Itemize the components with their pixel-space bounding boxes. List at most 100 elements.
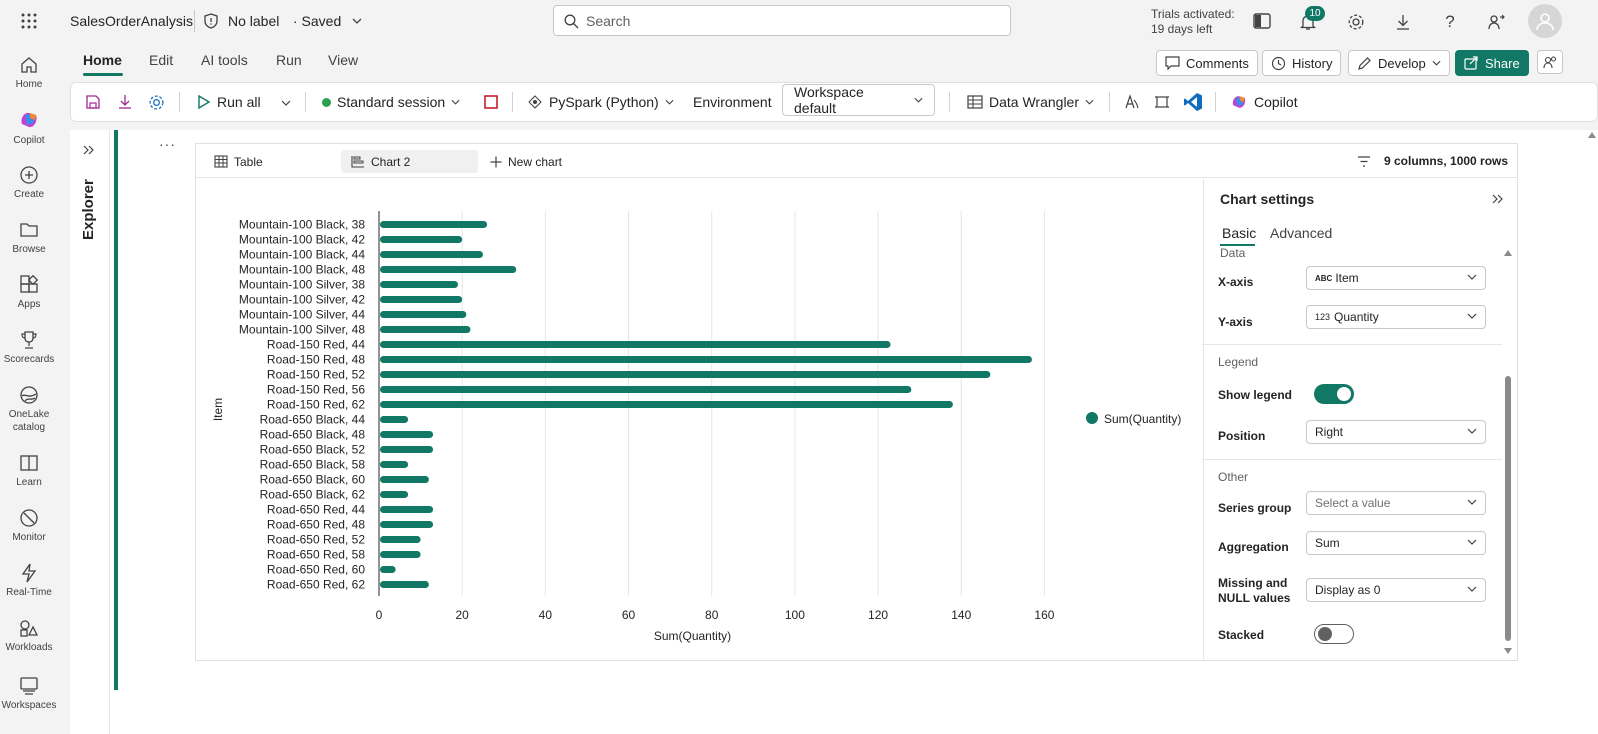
scroll-up-arrow-icon[interactable] <box>1588 132 1596 138</box>
rail-item-browse[interactable]: Browse <box>0 217 58 256</box>
chevron-down-icon <box>1467 499 1477 505</box>
tab-ai-tools[interactable]: AI tools <box>201 52 248 68</box>
bar <box>380 386 912 393</box>
frame-icon[interactable] <box>1152 92 1172 112</box>
save-status[interactable]: · Saved <box>293 13 342 29</box>
x-tick-label: 20 <box>455 608 469 622</box>
history-icon <box>1271 56 1286 71</box>
run-chevron-down-icon[interactable] <box>279 98 293 108</box>
missing-values-select[interactable]: Display as 0 <box>1306 578 1486 602</box>
data-wrangler-button[interactable]: Data Wrangler <box>967 83 1094 121</box>
tab-chart-label: Chart 2 <box>371 154 411 169</box>
scroll-up-arrow-icon[interactable] <box>1504 250 1512 256</box>
copilot-icon <box>0 107 58 133</box>
rail-item-home[interactable]: Home <box>0 52 58 91</box>
rail-item-learn[interactable]: Learn <box>0 450 58 489</box>
section-divider <box>1202 459 1502 460</box>
session-selector[interactable]: Standard session <box>321 83 460 121</box>
download-icon[interactable] <box>1392 11 1414 33</box>
y-tick-label: Road-150 Red, 52 <box>267 368 365 382</box>
x-tick-label: 0 <box>376 608 383 622</box>
share-button[interactable]: Share <box>1455 50 1529 76</box>
copilot-icon <box>1230 93 1248 111</box>
run-all-button[interactable]: Run all <box>197 83 261 121</box>
language-selector[interactable]: PySpark (Python) <box>527 83 674 121</box>
cell-more-menu[interactable]: ··· <box>159 136 176 152</box>
tab-run[interactable]: Run <box>276 52 302 68</box>
chart-area: 0 20 40 60 80 100 120 140 160 Mountain-100 Black,… <box>196 179 1203 660</box>
scroll-down-arrow-icon[interactable] <box>1504 648 1512 654</box>
collapse-chevrons-icon[interactable] <box>1490 192 1506 206</box>
tab-basic[interactable]: Basic <box>1222 225 1257 241</box>
notebook-scrollbar[interactable] <box>1586 130 1598 734</box>
toggle-knob <box>1337 387 1351 401</box>
vscode-icon[interactable] <box>1182 91 1204 113</box>
develop-button[interactable]: Develop <box>1348 50 1450 76</box>
tab-chart[interactable]: Chart 2 <box>341 150 478 173</box>
trial-line-2: 19 days left <box>1151 22 1213 36</box>
ribbon-divider <box>1109 92 1110 112</box>
missing-label-1: Missing and <box>1218 576 1288 590</box>
settings-gear-icon[interactable] <box>146 92 166 112</box>
sensitivity-label[interactable]: No label <box>228 13 280 29</box>
tab-table[interactable]: Table <box>204 150 273 173</box>
rail-item-workloads[interactable]: Workloads <box>0 615 58 654</box>
collaborate-icon[interactable] <box>1537 50 1563 74</box>
comments-button[interactable]: Comments <box>1156 50 1258 76</box>
stacked-toggle[interactable] <box>1314 624 1354 644</box>
rail-item-scorecards[interactable]: Scorecards <box>0 327 58 366</box>
search-input[interactable]: Search <box>586 13 631 29</box>
scroll-thumb[interactable] <box>1505 376 1511 641</box>
rail-label: Learn <box>16 477 42 488</box>
x-tick-label: 60 <box>622 608 636 622</box>
notebook-title[interactable]: SalesOrderAnalysis <box>70 13 193 29</box>
bar <box>380 281 459 288</box>
aggregation-select[interactable]: Sum <box>1306 531 1486 555</box>
sidepane-icon[interactable] <box>1251 11 1273 31</box>
explorer-label[interactable]: Explorer <box>80 179 97 240</box>
rail-item-apps[interactable]: Apps <box>0 272 58 311</box>
y-tick-label: Road-150 Red, 48 <box>267 353 365 367</box>
bar <box>380 371 991 378</box>
stop-session-icon[interactable] <box>483 94 499 110</box>
x-tick-label: 100 <box>785 608 805 622</box>
tab-edit[interactable]: Edit <box>149 52 174 68</box>
expand-chevrons-icon[interactable] <box>80 142 98 158</box>
download-notebook-icon[interactable] <box>115 92 135 112</box>
tab-home[interactable]: Home <box>83 52 122 68</box>
xaxis-select[interactable]: ABC Item <box>1306 266 1486 290</box>
tab-advanced[interactable]: Advanced <box>1270 225 1333 241</box>
bar <box>380 491 409 498</box>
legend-marker <box>1086 412 1098 424</box>
new-chart-button[interactable]: New chart <box>480 150 572 173</box>
show-legend-toggle[interactable] <box>1314 384 1354 404</box>
settings-scrollbar[interactable] <box>1504 250 1512 654</box>
rail-item-monitor[interactable]: Monitor <box>0 505 58 544</box>
avatar[interactable] <box>1528 4 1562 38</box>
rail-item-copilot[interactable]: Copilot <box>0 107 58 147</box>
rail-item-workspaces[interactable]: Workspaces <box>0 673 58 712</box>
translate-icon[interactable] <box>1122 92 1142 112</box>
rail-item-onelake[interactable]: OneLake catalog <box>0 382 58 434</box>
workspaces-icon <box>0 673 58 699</box>
rail-item-create[interactable]: Create <box>0 162 58 201</box>
series-group-select[interactable]: Select a value <box>1306 491 1486 515</box>
app-launcher-icon[interactable] <box>18 10 40 32</box>
tab-view[interactable]: View <box>328 52 359 68</box>
save-icon[interactable] <box>83 92 103 112</box>
bar <box>380 416 409 423</box>
share-people-icon[interactable] <box>1486 11 1508 33</box>
filter-icon[interactable] <box>1356 154 1372 168</box>
history-button[interactable]: History <box>1262 50 1342 76</box>
help-icon[interactable]: ? <box>1445 12 1455 31</box>
y-tick-label: Road-150 Red, 44 <box>267 338 365 352</box>
yaxis-select[interactable]: 123 Quantity <box>1306 305 1486 329</box>
copilot-button[interactable]: Copilot <box>1230 83 1298 121</box>
gear-icon[interactable] <box>1345 11 1367 33</box>
session-status-icon <box>321 97 331 107</box>
position-select[interactable]: Right <box>1306 420 1486 444</box>
environment-dropdown[interactable]: Workspace default <box>782 84 935 116</box>
search-box[interactable]: Search <box>553 5 1011 36</box>
chevron-down-icon[interactable] <box>350 14 364 28</box>
rail-item-realtime[interactable]: Real-Time <box>0 560 58 599</box>
